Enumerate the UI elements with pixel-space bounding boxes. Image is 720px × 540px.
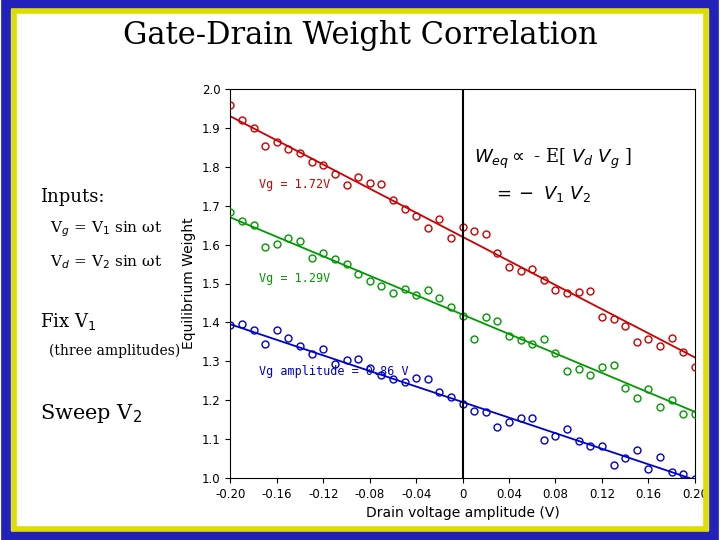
Text: $W_{eq} \propto$ - E[ $V_d$ $V_g$ ]: $W_{eq} \propto$ - E[ $V_d$ $V_g$ ] (474, 147, 632, 171)
Text: Vg = 1.29V: Vg = 1.29V (259, 272, 330, 285)
Text: Fix V$_1$: Fix V$_1$ (40, 311, 96, 332)
Text: V$_g$ = V$_1$ sin ωt: V$_g$ = V$_1$ sin ωt (50, 220, 163, 239)
Text: Gate-Drain Weight Correlation: Gate-Drain Weight Correlation (122, 19, 598, 51)
Text: Inputs:: Inputs: (40, 188, 104, 206)
Text: Sweep V$_2$: Sweep V$_2$ (40, 402, 142, 424)
Text: Vg amplitude = 0.86 V: Vg amplitude = 0.86 V (259, 365, 409, 378)
Text: V$_d$ = V$_2$ sin ωt: V$_d$ = V$_2$ sin ωt (50, 253, 163, 271)
Text: (three amplitudes): (three amplitudes) (49, 344, 180, 358)
X-axis label: Drain voltage amplitude (V): Drain voltage amplitude (V) (366, 506, 559, 520)
Text: Vg = 1.72V: Vg = 1.72V (259, 178, 330, 191)
Text: $= -\ V_1\ V_2$: $= -\ V_1\ V_2$ (492, 184, 590, 204)
Y-axis label: Equilibrium Weight: Equilibrium Weight (182, 218, 197, 349)
